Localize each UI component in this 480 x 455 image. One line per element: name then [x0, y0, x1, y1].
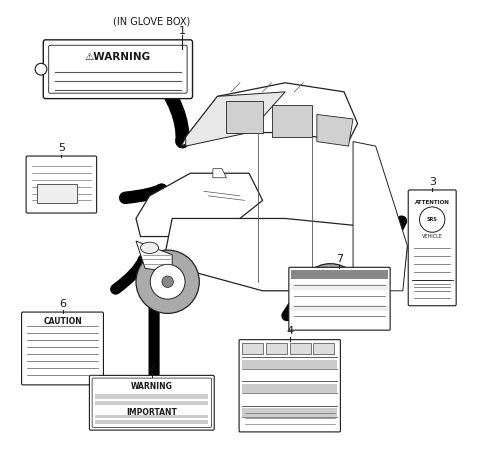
Circle shape: [150, 264, 185, 299]
Circle shape: [325, 290, 336, 301]
FancyBboxPatch shape: [89, 375, 214, 430]
Text: 5: 5: [58, 143, 65, 153]
Bar: [96, 394, 208, 399]
Bar: [242, 360, 337, 369]
Polygon shape: [317, 115, 353, 146]
Bar: [291, 305, 388, 311]
FancyBboxPatch shape: [92, 378, 212, 427]
Polygon shape: [213, 169, 227, 178]
Text: ATTENTION: ATTENTION: [415, 200, 450, 205]
Bar: [291, 284, 388, 290]
Polygon shape: [353, 142, 408, 291]
Bar: [96, 415, 208, 418]
Text: ⚠WARNING: ⚠WARNING: [85, 52, 151, 62]
Text: (IN GLOVE BOX): (IN GLOVE BOX): [113, 17, 191, 27]
Text: VEHICLE: VEHICLE: [422, 234, 443, 239]
Text: 2: 2: [148, 362, 156, 372]
Circle shape: [313, 278, 348, 313]
Bar: [96, 401, 208, 405]
Text: CAUTION: CAUTION: [43, 317, 82, 326]
FancyBboxPatch shape: [43, 40, 192, 99]
Text: 7: 7: [336, 254, 343, 264]
Text: 6: 6: [59, 299, 66, 309]
FancyBboxPatch shape: [239, 339, 340, 432]
Bar: [242, 384, 337, 393]
Circle shape: [35, 63, 47, 75]
Polygon shape: [227, 101, 263, 132]
Bar: [242, 343, 263, 354]
Bar: [96, 420, 208, 424]
FancyBboxPatch shape: [48, 45, 187, 93]
Polygon shape: [186, 92, 285, 146]
Bar: [242, 409, 337, 417]
Ellipse shape: [141, 242, 158, 253]
Bar: [36, 184, 77, 202]
Bar: [291, 270, 388, 279]
Circle shape: [420, 207, 445, 232]
FancyBboxPatch shape: [22, 312, 103, 385]
Text: WARNING: WARNING: [131, 382, 173, 390]
Polygon shape: [136, 241, 172, 273]
FancyBboxPatch shape: [289, 267, 390, 330]
Circle shape: [299, 264, 362, 327]
Bar: [266, 343, 287, 354]
FancyBboxPatch shape: [408, 190, 456, 306]
Polygon shape: [163, 218, 408, 291]
FancyBboxPatch shape: [26, 156, 96, 213]
Bar: [313, 343, 335, 354]
Circle shape: [136, 250, 199, 313]
Text: 3: 3: [429, 177, 436, 187]
Text: 4: 4: [286, 326, 293, 336]
Circle shape: [162, 276, 173, 288]
Polygon shape: [272, 106, 312, 137]
Bar: [290, 343, 311, 354]
Polygon shape: [181, 83, 358, 146]
Text: IMPORTANT: IMPORTANT: [126, 408, 177, 417]
Text: 1: 1: [179, 26, 186, 36]
Polygon shape: [136, 173, 263, 237]
Text: SRS: SRS: [427, 217, 438, 222]
